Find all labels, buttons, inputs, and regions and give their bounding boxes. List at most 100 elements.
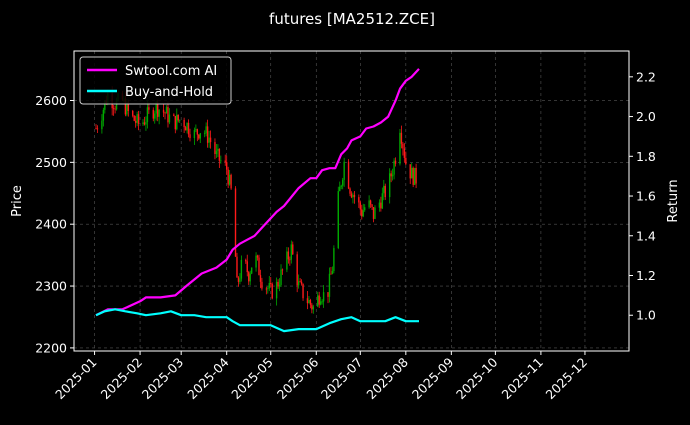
candle-body (174, 116, 177, 130)
candle-body (214, 142, 216, 155)
candle-body (374, 207, 376, 219)
candle-body (199, 133, 201, 139)
candle-body (104, 100, 106, 110)
candle-body (146, 107, 149, 123)
candle-body (327, 292, 329, 297)
candle-body (321, 301, 323, 303)
candle-body (112, 108, 115, 110)
candle-body (189, 134, 191, 139)
candle-body (286, 251, 288, 270)
candle-body (230, 174, 232, 189)
candle-body (290, 244, 293, 260)
candle-body (186, 122, 188, 131)
candle-body (177, 114, 179, 121)
candle-body (187, 122, 190, 135)
candle-body (225, 162, 228, 170)
y-tick-label-right: 2.2 (636, 69, 656, 84)
y-tick-label-left: 2400 (35, 217, 67, 232)
legend: Swtool.com AI Buy-and-Hold (79, 56, 232, 105)
candle-body (102, 109, 105, 121)
candle-body (318, 295, 320, 305)
candle-body (258, 257, 260, 276)
candle-body (289, 259, 291, 261)
chart-title: futures [MA2512.ZCE] (269, 10, 435, 28)
candle-body (217, 148, 219, 151)
candle-body (145, 122, 147, 125)
y-axis-label-left: Price (10, 185, 25, 217)
candle-body (152, 109, 154, 119)
candle-body (167, 107, 169, 123)
candle-body (362, 210, 364, 217)
candle-body (227, 169, 229, 185)
candle-body (383, 185, 385, 194)
candle-body (270, 282, 272, 284)
candle-body (158, 109, 160, 117)
candle-body (339, 186, 341, 192)
candle-body (124, 98, 127, 115)
candle-body (237, 277, 240, 282)
candle-body (415, 167, 417, 184)
y-tick-label-left: 2600 (35, 93, 67, 108)
candle-body (267, 288, 269, 290)
candle-body (319, 301, 322, 305)
y-tick-label-left: 2300 (35, 279, 67, 294)
candle-body (126, 102, 128, 115)
candle-body (114, 108, 116, 110)
candle-body (165, 107, 168, 114)
candle-body (308, 300, 310, 304)
candle-body (179, 119, 181, 121)
y-tick-label-right: 1.6 (636, 189, 656, 204)
left-axis: 2200 2300 2400 2500 2600 (35, 93, 74, 355)
candle-body (340, 185, 342, 187)
candle-body (410, 167, 413, 179)
candle-body (127, 102, 130, 111)
candle-body (203, 133, 206, 134)
right-axis: 1.0 1.2 1.4 1.6 1.8 2.0 2.2 (629, 69, 656, 323)
candle-body (168, 114, 171, 123)
candle-body (173, 114, 175, 117)
candle-body (142, 122, 144, 124)
candle-body (101, 120, 103, 130)
y-tick-label-right: 2.0 (636, 109, 656, 124)
candle-body (384, 185, 386, 198)
series-lines (95, 68, 420, 333)
candle-body (261, 281, 263, 289)
candle-body (369, 200, 372, 205)
candle-body (312, 306, 315, 310)
candle-body (148, 107, 150, 110)
candle-body (352, 194, 354, 198)
candle-body (95, 128, 97, 130)
candle-body (280, 269, 282, 285)
candle-body (309, 300, 312, 305)
candle-body (341, 179, 344, 186)
y-axis-label-right: Return (666, 179, 681, 222)
candle-body (349, 188, 351, 194)
candle-body (333, 248, 335, 272)
candle-body (255, 255, 257, 268)
candle-body (337, 191, 339, 249)
candle-body (137, 114, 140, 124)
candle-body (402, 143, 404, 149)
candle-body (371, 204, 373, 208)
candle-body (277, 281, 279, 287)
candle-body (250, 267, 253, 274)
candle-body (239, 278, 241, 282)
candle-body (343, 161, 345, 180)
legend-box (79, 56, 232, 105)
candle-body (361, 209, 363, 217)
candle-body (330, 273, 332, 275)
candle-body (391, 174, 394, 177)
candle-body (322, 292, 325, 302)
candle-body (218, 148, 221, 161)
candle-body (364, 207, 366, 211)
candle-body (302, 283, 304, 299)
candle-body (193, 130, 196, 139)
candle-body (299, 281, 301, 283)
candle-body (388, 173, 391, 198)
candle-body (400, 132, 403, 144)
y-tick-label-right: 1.2 (636, 268, 656, 283)
candle-body (292, 244, 294, 255)
legend-label-ai: Swtool.com AI (125, 64, 217, 79)
